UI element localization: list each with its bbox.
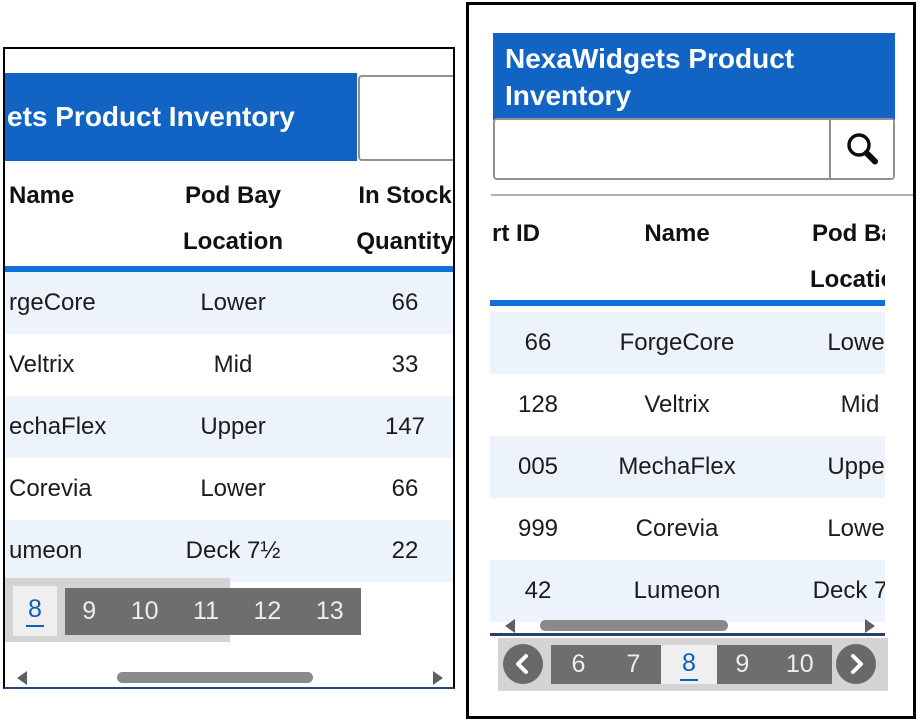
cell-location: Lower	[200, 475, 266, 502]
pager-page[interactable]: 10	[130, 597, 159, 625]
cell-quantity: 66	[391, 289, 419, 316]
cell-quantity: 33	[391, 351, 419, 378]
cell-location: Deck 7½	[812, 577, 885, 604]
pager-page[interactable]: 6	[571, 650, 586, 678]
table-row[interactable]: 66 ForgeCore Lower	[490, 312, 885, 374]
chevron-left-icon	[516, 654, 528, 674]
table-row[interactable]: umeon Deck 7½ 22	[5, 520, 453, 582]
column-header-location: Pod Bay Location	[810, 220, 885, 293]
pager-page[interactable]: 9	[735, 650, 750, 678]
column-header-quantity: In Stock Quantity	[356, 182, 454, 255]
header-rule	[5, 266, 453, 272]
scroll-right-icon[interactable]	[433, 671, 443, 685]
data-grid: rt ID Name Pod Bay Location 66 ForgeCore…	[490, 203, 885, 624]
cell-name: Veltrix	[644, 391, 710, 418]
app-title-bar: NexaWidgets Product Inventory	[493, 33, 895, 120]
cell-part-id: 999	[517, 515, 559, 542]
cell-part-id: 42	[524, 577, 552, 604]
cell-quantity: 66	[391, 475, 419, 502]
search-icon	[847, 133, 878, 165]
column-header-name: Name	[9, 182, 75, 209]
pager-page[interactable]: 11	[193, 597, 219, 625]
table-row[interactable]: Veltrix Mid 33	[5, 334, 453, 396]
cell-location: Mid	[213, 351, 253, 378]
search-button[interactable]	[829, 120, 893, 178]
cell-name: Corevia	[635, 515, 719, 542]
cell-name: Veltrix	[9, 351, 75, 378]
chevron-right-icon	[851, 654, 863, 674]
cell-part-id: 66	[524, 329, 552, 356]
table-row[interactable]: 999 Corevia Lower	[490, 498, 885, 560]
cell-quantity: 22	[391, 537, 419, 564]
pager-next-button[interactable]	[836, 644, 876, 684]
cell-location: Mid	[840, 391, 880, 418]
table-row[interactable]: echaFlex Upper 147	[5, 396, 453, 458]
pager-page[interactable]: 7	[626, 650, 641, 678]
cell-name: ForgeCore	[619, 329, 735, 356]
page-title: ets Product Inventory	[7, 101, 295, 132]
cell-name: MechaFlex	[618, 453, 736, 480]
search-box	[493, 118, 895, 180]
search-input[interactable]	[497, 122, 831, 178]
cell-location: Lower	[827, 329, 885, 356]
column-header-name: Name	[644, 220, 710, 247]
column-header-part-id: rt ID	[492, 220, 540, 247]
divider	[491, 194, 913, 196]
table-row[interactable]: 128 Veltrix Mid	[490, 374, 885, 436]
pager-number-panel: 6 7	[551, 645, 661, 684]
cell-name: umeon	[9, 537, 83, 564]
table-row[interactable]: Corevia Lower 66	[5, 458, 453, 520]
page-title: NexaWidgets Product Inventory	[505, 43, 795, 111]
cell-location: Lower	[827, 515, 885, 542]
search-input[interactable]	[358, 75, 453, 161]
cell-location: Upper	[200, 413, 266, 440]
table-row[interactable]: rgeCore Lower 66	[5, 272, 453, 334]
inventory-panel-wide: ets Product Inventory Name Pod Bay Locat…	[3, 47, 455, 689]
app-title-bar: ets Product Inventory	[5, 73, 357, 161]
inventory-panel-narrow: NexaWidgets Product Inventory rt ID Name…	[466, 2, 916, 719]
cell-part-id: 005	[517, 453, 559, 480]
pager-page[interactable]: 13	[315, 597, 344, 625]
cell-name: rgeCore	[9, 289, 96, 316]
cell-part-id: 128	[517, 391, 559, 418]
cell-name: Lumeon	[633, 577, 721, 604]
pager-prev-button[interactable]	[503, 644, 543, 684]
pager-number-panel: 9 10 11 12 13	[65, 588, 361, 635]
cell-location: Upper	[827, 453, 885, 480]
scrollbar-thumb[interactable]	[540, 620, 728, 631]
pager-page[interactable]: 9	[82, 597, 97, 625]
pager-page-current[interactable]: 8	[13, 586, 57, 636]
scroll-right-icon[interactable]	[865, 619, 875, 633]
cell-location: Deck 7½	[185, 537, 281, 564]
scrollbar-thumb[interactable]	[117, 672, 313, 683]
pager: 6 7 8 9 10	[498, 638, 888, 691]
pager-page-current[interactable]: 8	[661, 645, 717, 684]
scroll-left-icon[interactable]	[17, 671, 27, 685]
table-row[interactable]: 005 MechaFlex Upper	[490, 436, 885, 498]
scroll-left-icon[interactable]	[505, 619, 515, 633]
pager-number-panel: 9 10	[717, 645, 832, 684]
pager-page[interactable]: 12	[253, 597, 282, 625]
pager-page[interactable]: 10	[785, 650, 814, 678]
cell-name: Corevia	[9, 475, 92, 502]
column-header-location: Pod Bay Location	[183, 182, 283, 255]
cell-name: echaFlex	[9, 413, 107, 440]
cell-quantity: 147	[384, 413, 426, 440]
cell-location: Lower	[200, 289, 266, 316]
grid-bottom-rule	[490, 633, 885, 636]
table-row[interactable]: 42 Lumeon Deck 7½	[490, 560, 885, 622]
header-rule	[490, 300, 885, 306]
